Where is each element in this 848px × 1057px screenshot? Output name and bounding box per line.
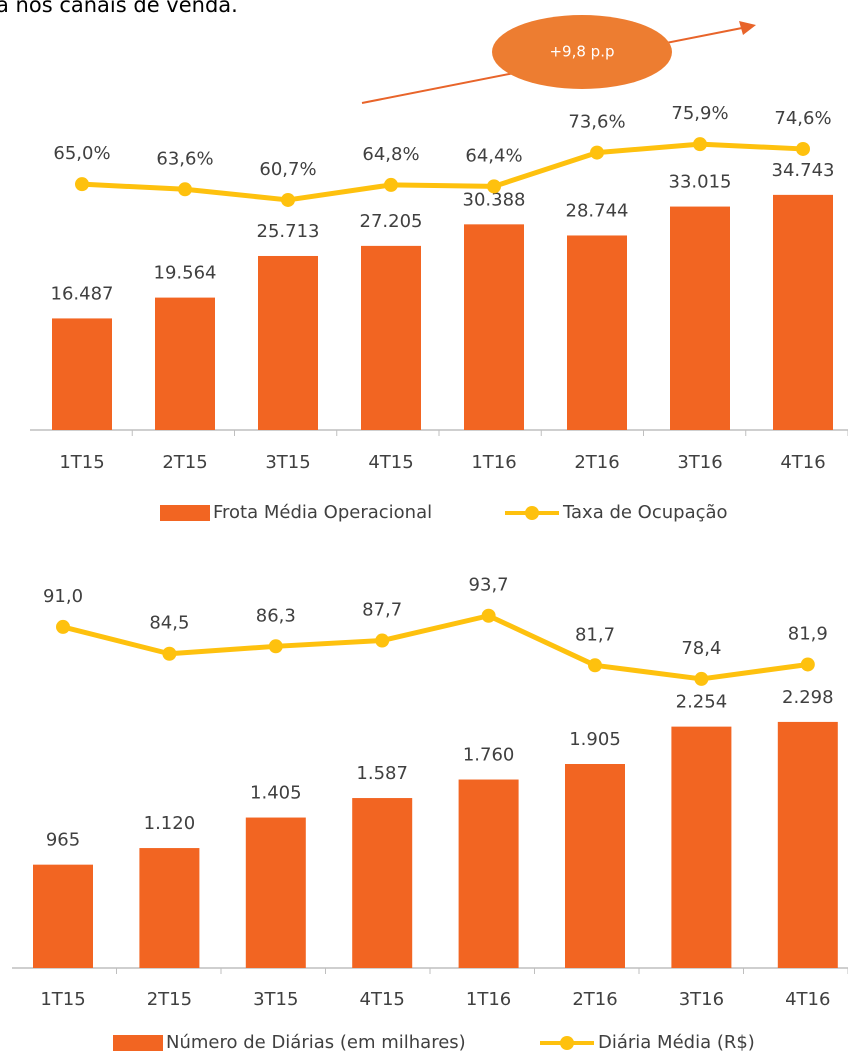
- bar: [458, 779, 519, 968]
- line-value-label: 65,0%: [53, 143, 110, 164]
- annotation-bubble: [492, 15, 672, 89]
- bar-value-label: 1.760: [463, 745, 515, 766]
- legend-label: Frota Média Operacional: [213, 502, 432, 523]
- legend-marker: [525, 506, 539, 520]
- line-point: [694, 671, 709, 686]
- line-value-label: 84,5: [149, 613, 189, 634]
- x-tick-label: 1T15: [59, 452, 104, 473]
- line-point: [75, 177, 89, 192]
- line-value-label: 63,6%: [156, 148, 213, 169]
- bar: [52, 318, 112, 430]
- x-tick-label: 2T16: [572, 989, 617, 1010]
- line-point: [162, 646, 177, 661]
- bar-value-label: 1.587: [356, 763, 408, 784]
- line-point: [56, 619, 70, 634]
- x-tick-label: 1T15: [40, 989, 85, 1010]
- line: [62, 613, 809, 682]
- x-tick-label: 3T16: [677, 452, 722, 473]
- line-value-label: 78,4: [681, 638, 721, 659]
- line-value-label: 64,8%: [362, 144, 419, 165]
- line-point: [268, 639, 283, 654]
- bar: [671, 726, 732, 968]
- legend-label: Diária Média (R$): [598, 1032, 755, 1053]
- bar-value-label: 19.564: [154, 263, 217, 284]
- x-tick-label: 4T16: [785, 989, 830, 1010]
- line-point: [178, 182, 192, 197]
- bar-value-label: 34.743: [772, 160, 835, 181]
- line-value-label: 60,7%: [259, 159, 316, 180]
- line-value-label: 91,0: [43, 586, 83, 607]
- x-tick-label: 1T16: [466, 989, 511, 1010]
- line-value-label: 93,7: [469, 575, 509, 596]
- bar-value-label: 1.120: [144, 813, 196, 834]
- line-value-label: 64,4%: [465, 145, 522, 166]
- line-value-label: 81,7: [575, 624, 615, 645]
- bar: [777, 721, 838, 968]
- bar-value-label: 2.254: [676, 692, 728, 713]
- line-value-label: 86,3: [256, 605, 296, 626]
- bar-value-label: 1.405: [250, 783, 302, 804]
- x-tick-label: 1T16: [471, 452, 516, 473]
- line-point: [375, 633, 390, 648]
- bar: [565, 764, 625, 968]
- bar-value-label: 28.744: [566, 200, 629, 221]
- bar: [464, 224, 524, 430]
- bar-value-label: 2.298: [782, 687, 834, 708]
- bar: [567, 235, 627, 430]
- line-point: [800, 657, 815, 672]
- x-tick-label: 3T15: [253, 989, 298, 1010]
- bar-value-label: 30.388: [463, 189, 526, 210]
- bar-value-label: 1.905: [569, 729, 621, 750]
- x-tick-label: 4T16: [780, 452, 825, 473]
- line: [81, 141, 804, 203]
- legend-swatch: [113, 1035, 163, 1051]
- bar-value-label: 965: [46, 830, 80, 851]
- legend-swatch: [160, 505, 210, 521]
- line-value-label: 87,7: [362, 600, 402, 621]
- line-point: [796, 141, 810, 156]
- bar-value-label: 27.205: [360, 211, 423, 232]
- line-point: [384, 177, 398, 192]
- bar: [245, 817, 306, 968]
- bar-value-label: 16.487: [51, 283, 114, 304]
- bar: [258, 255, 318, 430]
- legend-marker: [560, 1036, 574, 1050]
- x-tick-label: 2T15: [162, 452, 207, 473]
- line-value-label: 73,6%: [568, 112, 625, 133]
- x-tick-label: 4T15: [360, 989, 405, 1010]
- line-value-label: 74,6%: [774, 108, 831, 129]
- bar-value-label: 25.713: [257, 221, 320, 242]
- bar: [670, 206, 730, 430]
- x-tick-label: 2T15: [147, 989, 192, 1010]
- x-tick-label: 4T15: [368, 452, 413, 473]
- x-tick-label: 3T16: [679, 989, 724, 1010]
- x-tick-label: 2T16: [574, 452, 619, 473]
- line-point: [481, 608, 496, 623]
- bar: [773, 194, 833, 430]
- bar: [139, 848, 200, 968]
- bar: [33, 864, 93, 968]
- bar-value-label: 33.015: [669, 172, 732, 193]
- x-tick-label: 3T15: [265, 452, 310, 473]
- line-point: [590, 145, 604, 160]
- arrow-head: [739, 21, 756, 35]
- bar: [155, 297, 215, 430]
- line-point: [487, 179, 501, 194]
- legend-label: Número de Diárias (em milhares): [166, 1032, 466, 1053]
- line-point: [281, 192, 295, 207]
- line-point: [588, 658, 602, 673]
- annotation: +9,8 p.p: [549, 43, 614, 61]
- line-value-label: 81,9: [788, 623, 828, 644]
- line-point: [693, 137, 707, 152]
- line-value-label: 75,9%: [671, 103, 728, 124]
- header-text: a nos canais de venda.: [0, 0, 238, 17]
- bar: [352, 798, 413, 968]
- legend-label: Taxa de Ocupação: [562, 502, 728, 523]
- bar: [361, 245, 421, 430]
